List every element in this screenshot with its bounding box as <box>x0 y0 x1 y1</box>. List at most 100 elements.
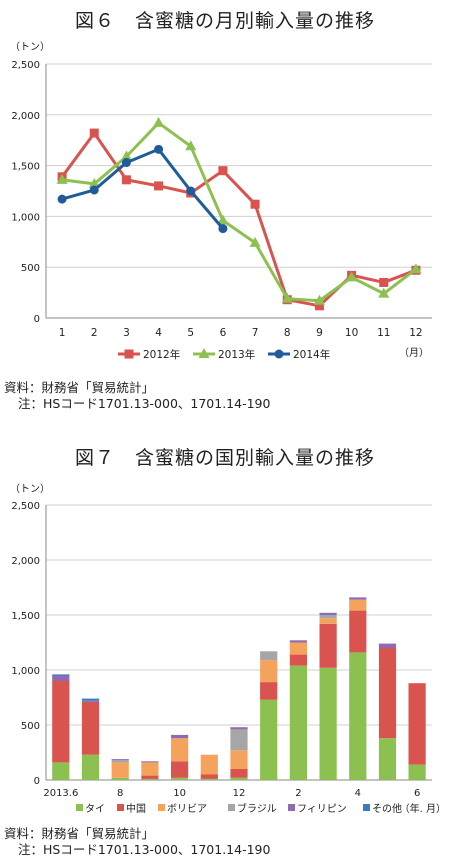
legend-item: 中国 <box>117 802 146 815</box>
bar-segment-中国 <box>230 769 248 778</box>
bar-stack <box>349 597 367 780</box>
y-tick-label: 2,500 <box>11 60 40 71</box>
y-axis-unit-label: （トン） <box>10 41 50 53</box>
series-line <box>61 147 225 230</box>
bar-segment-ボリビア <box>230 750 248 769</box>
x-tick-label: 1 <box>59 327 66 339</box>
data-point <box>57 194 67 204</box>
bar-stack <box>81 698 100 780</box>
x-tick-label: 12 <box>409 327 422 339</box>
bar-segment-フィリピン <box>319 612 337 615</box>
x-tick-label: 2 <box>295 788 301 799</box>
bar-segment-中国 <box>408 683 426 765</box>
y-axis-unit-label: （トン） <box>10 483 50 495</box>
bar-segment-中国 <box>171 761 189 778</box>
bar-segment-フィリピン <box>171 734 189 739</box>
figure6-notes: 資料：財務省「貿易統計」 注：HSコード1701.13-000、1701.14-… <box>4 380 270 412</box>
data-point <box>379 277 389 287</box>
data-point <box>56 173 68 184</box>
data-point <box>186 186 196 196</box>
y-tick-label: 500 <box>21 721 40 732</box>
y-tick-label: 2,000 <box>11 556 40 567</box>
bar-segment-タイ <box>319 667 337 780</box>
figure7-hs-note: 注：HSコード1701.13-000、1701.14-190 <box>18 842 271 857</box>
x-axis-unit-label: （年. 月） <box>400 802 446 815</box>
y-tick-label: 1,000 <box>11 212 40 223</box>
y-tick-label: 2,500 <box>11 501 40 512</box>
data-point <box>121 175 131 185</box>
bar-segment-その他 <box>81 698 100 701</box>
figure6-hs-note: 注：HSコード1701.13-000、1701.14-190 <box>18 396 271 411</box>
legend-marker <box>124 349 134 359</box>
legend-swatch <box>288 804 295 811</box>
data-point <box>88 177 100 188</box>
x-tick-label: 4 <box>355 788 361 799</box>
x-axis-unit-label: （月） <box>399 347 429 359</box>
bar-stack <box>289 640 307 780</box>
x-tick-label: 9 <box>316 327 323 339</box>
bar-segment-ボリビア <box>200 754 218 775</box>
bar-segment-フィリピン <box>81 700 100 702</box>
data-point <box>154 144 164 154</box>
figure7-title: 図７ 含蜜糖の国別輸入量の推移 <box>74 447 375 469</box>
bar-segment-タイ <box>408 764 426 780</box>
bar-stack <box>260 651 278 780</box>
data-point <box>313 294 325 305</box>
bar-segment-タイ <box>200 778 218 780</box>
x-tick-label: 3 <box>123 327 130 339</box>
series-2014年 <box>57 144 228 234</box>
bar-segment-タイ <box>171 777 189 780</box>
bar-stack <box>408 683 426 780</box>
bar-segment-ボリビア <box>319 618 337 624</box>
bar-segment-タイ <box>81 754 100 780</box>
bar-stack <box>111 759 129 780</box>
bar-segment-タイ <box>52 762 70 780</box>
x-tick-label: 10 <box>345 327 358 339</box>
bar-segment-タイ <box>260 699 278 780</box>
bar-segment-ブラジル <box>111 760 129 763</box>
bar-segment-ボリビア <box>111 762 129 778</box>
bar-segment-フィリピン <box>230 727 248 730</box>
x-tick-label: 11 <box>377 327 390 339</box>
x-tick-label: 8 <box>284 327 291 339</box>
legend-item: 2013年 <box>193 348 255 361</box>
data-point <box>120 150 132 161</box>
legend-item: 2014年 <box>268 348 330 361</box>
data-point <box>281 292 293 303</box>
x-tick-label: 12 <box>233 788 246 799</box>
legend-item: タイ <box>76 803 105 815</box>
y-tick-label: 1,500 <box>11 162 40 173</box>
bar-segment-タイ <box>289 665 307 780</box>
bar-stack <box>319 612 337 780</box>
bar-segment-フィリピン <box>141 761 159 763</box>
bar-segment-フィリピン <box>378 643 397 648</box>
bar-segment-中国 <box>141 775 159 779</box>
data-point <box>89 128 99 138</box>
data-point <box>378 287 390 298</box>
legend-marker <box>198 348 210 358</box>
y-tick-label: 0 <box>34 776 40 787</box>
legend-item: ブラジル <box>228 802 277 815</box>
figure6-source-note: 資料：財務省「貿易統計」 <box>4 380 155 395</box>
bar-stack <box>52 674 70 780</box>
y-tick-label: 500 <box>21 263 40 274</box>
y-tick-label: 1,500 <box>11 611 40 622</box>
y-tick-label: 2,000 <box>11 111 40 122</box>
bar-stack <box>200 754 218 780</box>
series-2013年 <box>56 116 422 305</box>
x-tick-label: 10 <box>173 788 186 799</box>
data-point <box>185 140 197 151</box>
bar-segment-タイ <box>349 652 367 780</box>
x-tick-label: 5 <box>187 327 194 339</box>
bar-segment-ブラジル <box>319 615 337 619</box>
legend-swatch <box>117 804 124 811</box>
bar-segment-ボリビア <box>260 660 278 683</box>
data-point <box>217 214 229 225</box>
x-tick-label: 6 <box>220 327 227 339</box>
x-tick-label: 8 <box>117 788 123 799</box>
bar-segment-フィリピン <box>52 675 70 681</box>
bar-segment-中国 <box>81 701 100 755</box>
bar-segment-タイ <box>111 777 129 780</box>
bar-segment-フィリピン <box>111 759 129 761</box>
legend-item: その他 <box>363 802 402 815</box>
